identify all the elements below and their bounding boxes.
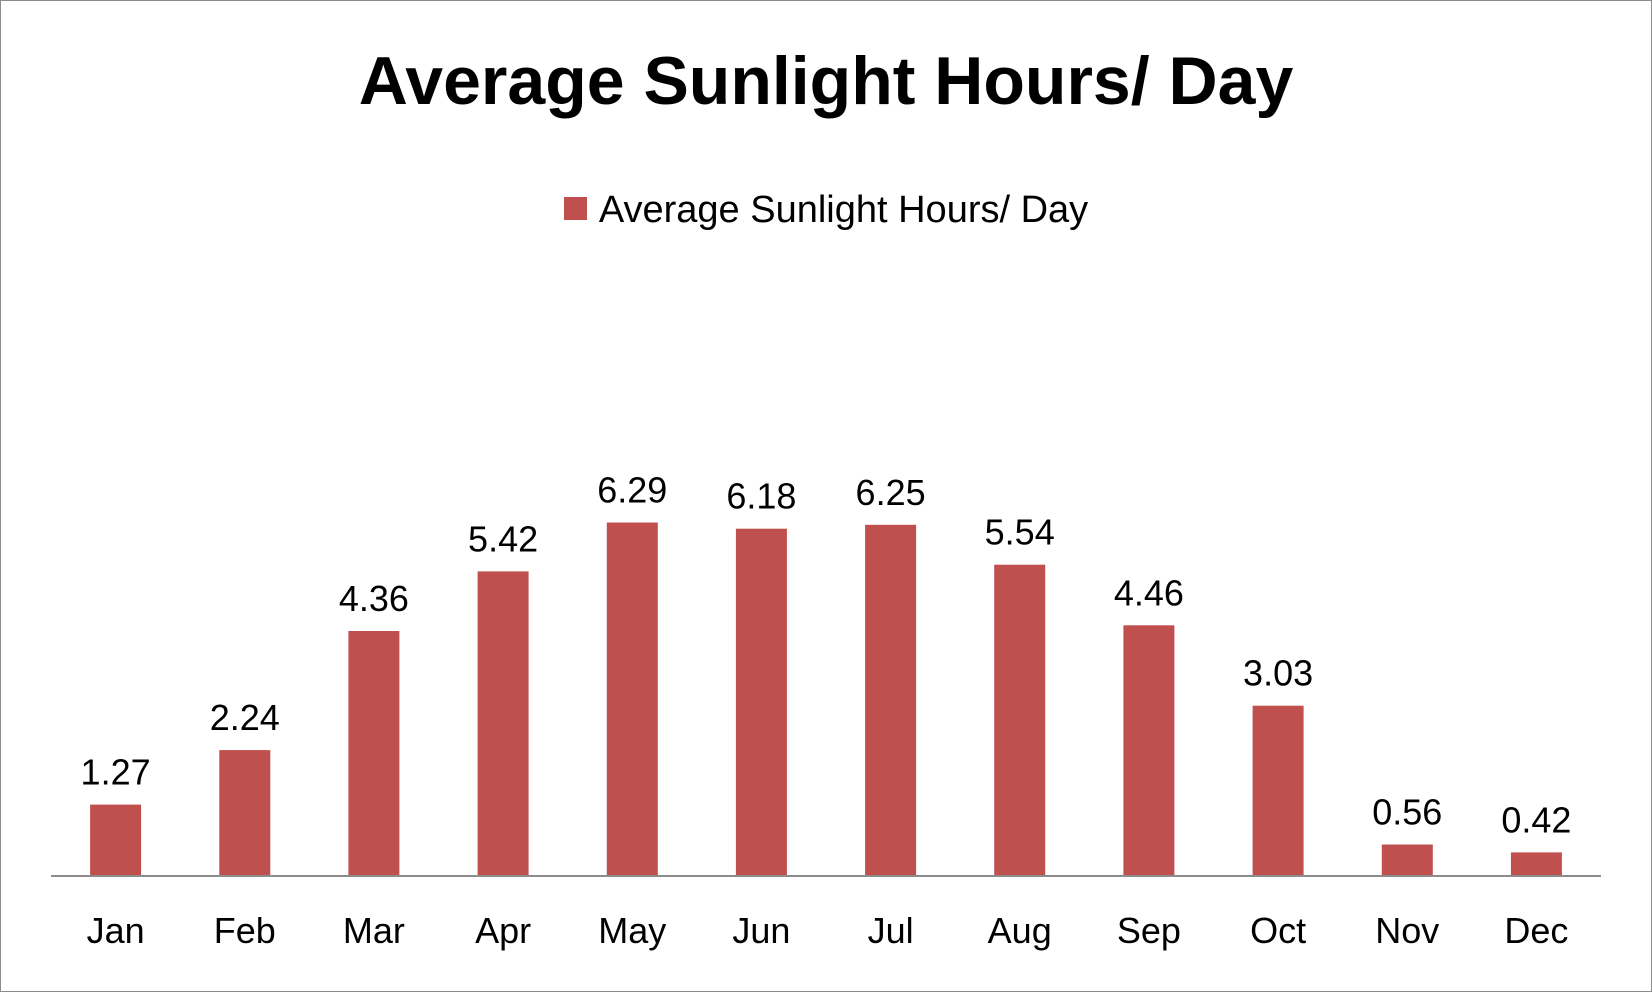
- x-tick-label-aug: Aug: [988, 910, 1052, 951]
- bar-jan: [90, 804, 142, 876]
- bar-mar: [348, 631, 400, 876]
- bar-nov: [1381, 844, 1433, 876]
- x-tick-label-may: May: [598, 910, 666, 951]
- legend-label: Average Sunlight Hours/ Day: [598, 189, 1089, 231]
- bar-sep: [1123, 625, 1175, 876]
- bar-dec: [1510, 852, 1562, 876]
- data-label-sep: 4.46: [1114, 572, 1184, 613]
- data-label-mar: 4.36: [339, 578, 409, 619]
- data-label-jun: 6.18: [726, 476, 796, 517]
- x-tick-label-apr: Apr: [475, 910, 531, 951]
- data-label-apr: 5.42: [468, 518, 538, 559]
- bar-may: [606, 522, 658, 876]
- x-tick-label-jan: Jan: [87, 910, 145, 951]
- chart-title: Average Sunlight Hours/ Day: [358, 43, 1294, 119]
- chart-legend: Average Sunlight Hours/ Day: [1, 191, 1651, 229]
- bar-apr: [477, 571, 529, 876]
- bar-aug: [994, 564, 1046, 876]
- bar-feb: [219, 750, 271, 876]
- x-tick-label-sep: Sep: [1117, 910, 1181, 951]
- data-label-aug: 5.54: [985, 512, 1055, 553]
- x-tick-label-jun: Jun: [732, 910, 790, 951]
- data-label-oct: 3.03: [1243, 653, 1313, 694]
- x-tick-label-oct: Oct: [1250, 910, 1306, 951]
- x-tick-label-jul: Jul: [868, 910, 914, 951]
- data-label-dec: 0.42: [1501, 799, 1571, 840]
- bar-jun: [735, 528, 787, 876]
- data-label-feb: 2.24: [210, 697, 280, 738]
- data-label-may: 6.29: [597, 470, 667, 511]
- data-label-jan: 1.27: [81, 752, 151, 793]
- bar-jul: [865, 524, 917, 877]
- legend-swatch: [563, 197, 587, 220]
- data-label-jul: 6.25: [856, 472, 926, 513]
- x-tick-label-feb: Feb: [214, 910, 276, 951]
- bar-oct: [1252, 705, 1304, 876]
- data-label-nov: 0.56: [1372, 792, 1442, 833]
- x-tick-label-nov: Nov: [1375, 910, 1439, 951]
- x-tick-label-dec: Dec: [1504, 910, 1568, 951]
- x-tick-label-mar: Mar: [343, 910, 405, 951]
